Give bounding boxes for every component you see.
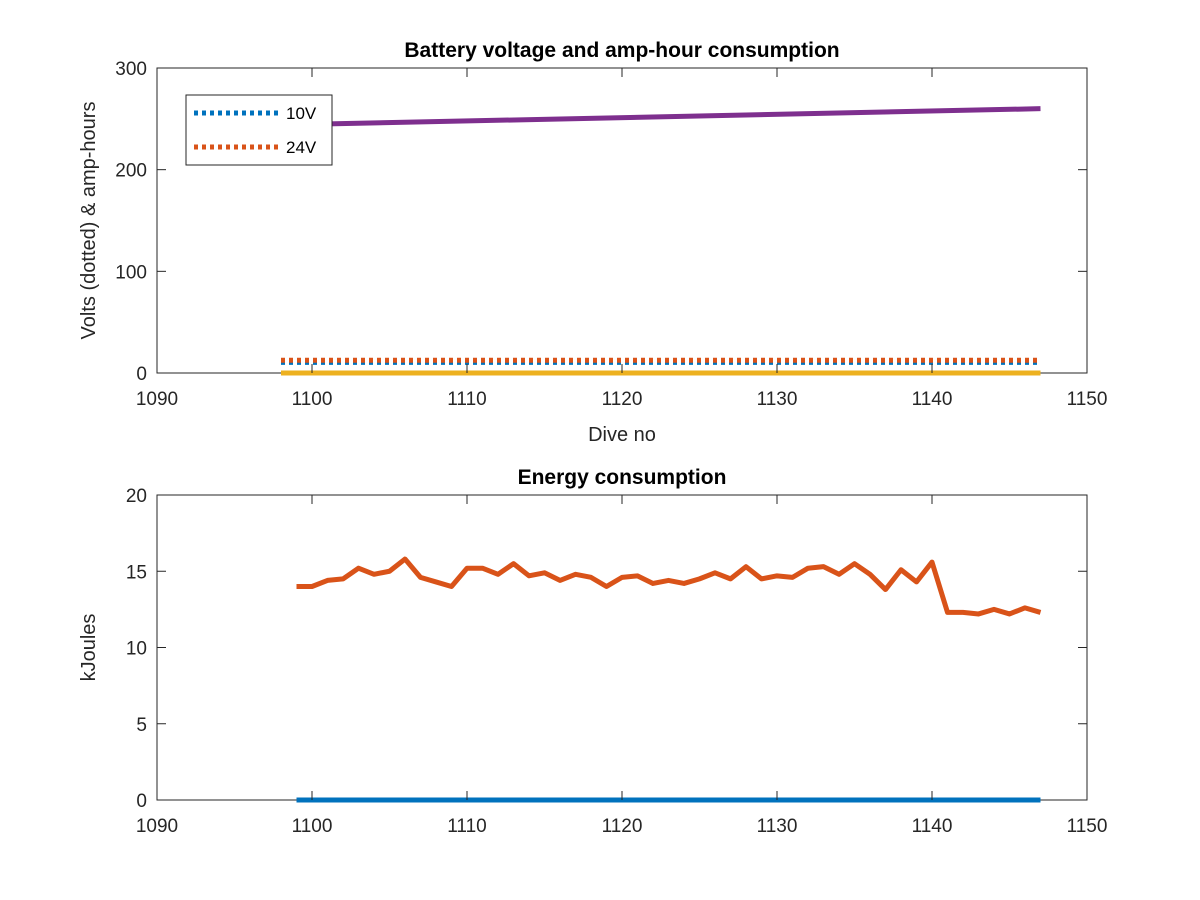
x-axis-label: Dive no xyxy=(588,424,656,446)
series-group xyxy=(296,556,1042,803)
legend: 10V 24V xyxy=(185,94,333,166)
y-axis-label: Volts (dotted) & amp-hours xyxy=(78,102,100,340)
x-tick-label: 1100 xyxy=(292,389,333,410)
series-line-4 xyxy=(280,106,1041,128)
x-tick-label: 1120 xyxy=(602,816,643,837)
y-tick-label: 300 xyxy=(115,59,147,80)
y-tick-label: 200 xyxy=(115,161,147,182)
x-tick-label: 1090 xyxy=(136,389,178,410)
y-tick-label: 15 xyxy=(126,562,147,583)
series-group xyxy=(280,106,1041,376)
chart-title: Battery voltage and amp-hour consumption xyxy=(404,39,839,62)
x-tick-label: 1110 xyxy=(447,389,486,410)
x-tick-label: 1120 xyxy=(602,389,643,410)
x-tick-label: 1100 xyxy=(292,816,333,837)
y-tick-label: 10 xyxy=(126,639,147,660)
chart-title: Energy consumption xyxy=(518,466,727,489)
x-tick-label: 1090 xyxy=(136,816,178,837)
y-tick-label: 100 xyxy=(115,262,147,283)
x-tick-label: 1110 xyxy=(447,816,486,837)
y-tick-label: 20 xyxy=(126,486,147,507)
series-line-2 xyxy=(296,556,1042,617)
x-tick-label: 1140 xyxy=(912,816,953,837)
y-tick-label: 5 xyxy=(136,715,147,736)
axes-box xyxy=(156,494,1088,801)
voltage-amphour-plot: 1090 1100 1110 1120 1130 1140 1150 0 100 200 300 Ba… xyxy=(78,39,1107,446)
x-tick-label: 1130 xyxy=(757,816,798,837)
y-tick-label: 0 xyxy=(136,791,147,812)
energy-plot: 1090 1100 1110 1120 1130 1140 1150 0 5 10 15 20 Ener… xyxy=(78,466,1107,837)
legend-label: 10V xyxy=(286,104,317,123)
y-tick-label: 0 xyxy=(136,364,147,385)
y-axis-label: kJoules xyxy=(78,614,100,682)
legend-box xyxy=(185,94,333,166)
x-tick-label: 1140 xyxy=(912,389,953,410)
x-tick-label: 1130 xyxy=(757,389,798,410)
x-tick-label: 1150 xyxy=(1067,816,1108,837)
x-tick-label: 1150 xyxy=(1067,389,1108,410)
legend-label: 24V xyxy=(286,138,317,157)
